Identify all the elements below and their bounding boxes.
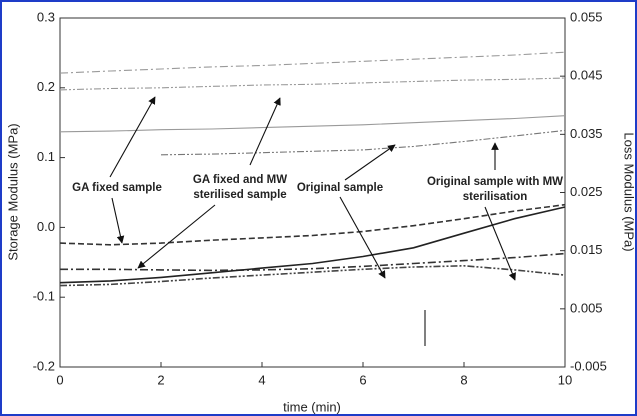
series-line [60, 252, 566, 272]
annotation: sterilisation [463, 191, 528, 203]
y2-tick-label: 0.015 [570, 242, 603, 257]
x-tick-label: 2 [157, 372, 164, 387]
y-tick-label: 0.0 [37, 219, 55, 234]
y-tick-label: -0.2 [33, 358, 55, 373]
y2-tick-label: 0.025 [570, 184, 603, 199]
series-line [160, 129, 566, 156]
y2-tick-label: 0.035 [570, 126, 603, 141]
y2-tick-label: 0.055 [570, 9, 603, 24]
x-axis-label: time (min) [283, 399, 341, 414]
annotation-arrow [339, 196, 386, 279]
annotation: Original sample with MW [427, 176, 563, 188]
y-axis-label: Storage Modulus (MPa) [5, 123, 20, 260]
series-line [59, 77, 566, 91]
y2-tick-label: 0.005 [570, 300, 603, 315]
series-line [59, 203, 566, 246]
x-tick-label: 0 [56, 372, 63, 387]
annotation: Original sample [297, 182, 383, 194]
annotation-arrow [111, 197, 125, 244]
series-line [59, 206, 566, 284]
y2-axis-label: Loss Modulus (MPa) [622, 132, 637, 251]
series-line [59, 264, 566, 287]
annotation-arrow [484, 206, 516, 281]
y2-tick-label: 0.045 [570, 68, 603, 83]
annotation-arrow [137, 204, 216, 269]
y-tick-label: 0.1 [37, 149, 55, 164]
y-tick-label: 0.3 [37, 9, 55, 24]
y-tick-label: 0.2 [37, 79, 55, 94]
annotation-arrow [344, 144, 396, 181]
x-tick-label: 6 [359, 372, 366, 387]
annotation-arrow [249, 97, 281, 166]
y2-tick-label: -0.005 [570, 358, 607, 373]
annotation: GA fixed sample [72, 182, 162, 194]
annotation: GA fixed and MW [193, 174, 287, 186]
annotation-arrow [109, 96, 156, 178]
series-line [59, 51, 566, 74]
x-tick-label: 4 [258, 372, 265, 387]
annotation: sterilised sample [193, 189, 286, 201]
x-tick-label: 10 [558, 372, 572, 387]
series-line [59, 115, 566, 133]
x-tick-label: 8 [460, 372, 467, 387]
y-tick-label: -0.1 [33, 289, 55, 304]
